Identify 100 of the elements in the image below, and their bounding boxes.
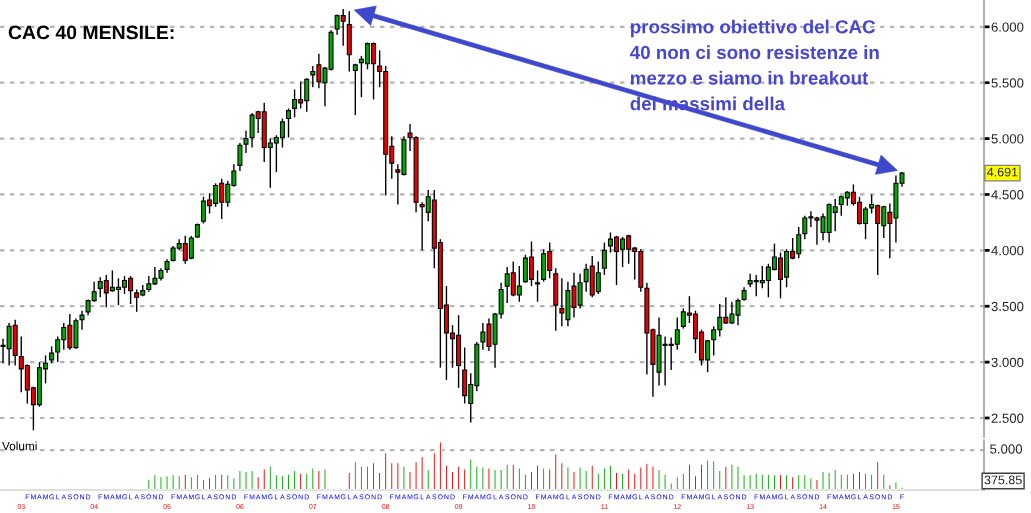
- bar: [596, 472, 601, 490]
- candlestick: [352, 63, 358, 116]
- bar: [262, 468, 267, 490]
- y-tick-label: 3.500: [991, 301, 1024, 312]
- bar: [590, 464, 595, 490]
- bar: [353, 460, 358, 490]
- bar: [517, 467, 522, 490]
- bar: [663, 473, 667, 490]
- bar: [900, 486, 904, 490]
- bar: [499, 468, 503, 490]
- bar: [742, 473, 746, 490]
- y-tick-label: 6.000: [991, 22, 1024, 32]
- bar: [238, 469, 242, 490]
- text: CAC 40 MENSILE:: [8, 25, 174, 40]
- bar: [304, 472, 309, 490]
- bar: [505, 463, 510, 490]
- bar: [165, 474, 169, 490]
- bar: [802, 473, 807, 490]
- y-tick-label: 4.000: [991, 245, 1024, 256]
- y-tick-label: 3.000: [991, 357, 1024, 368]
- bar: [815, 478, 819, 490]
- bar: [839, 473, 844, 490]
- bar: [754, 472, 759, 490]
- bar: [560, 461, 564, 490]
- bar: [572, 470, 576, 490]
- bar: [468, 458, 473, 490]
- bar: [493, 468, 497, 490]
- bar: [462, 468, 467, 490]
- y-tick-label: 5.500: [991, 78, 1024, 88]
- candlestick: [243, 130, 249, 154]
- bar: [833, 468, 838, 490]
- bar: [244, 470, 248, 490]
- bar: [420, 455, 424, 490]
- bar: [146, 478, 151, 490]
- text: 4.691: [987, 167, 1018, 177]
- bar: [760, 473, 765, 490]
- bar: [268, 465, 273, 490]
- bar: [888, 484, 892, 490]
- bar: [566, 466, 570, 490]
- bar: [171, 473, 175, 490]
- y-tick-label: 5.000: [991, 134, 1024, 144]
- bar: [487, 467, 491, 490]
- bar: [790, 475, 795, 490]
- bar: [396, 461, 400, 490]
- bar: [584, 469, 588, 490]
- bar: [347, 471, 352, 490]
- bar: [232, 476, 236, 490]
- candlestick: [237, 142, 243, 172]
- bar: [809, 476, 813, 490]
- bar: [875, 460, 880, 490]
- chart-title: Volumi: [2, 441, 37, 451]
- bar: [553, 452, 558, 490]
- bar: [626, 468, 631, 490]
- bar: [894, 481, 898, 490]
- y-tick-label: 2.500: [991, 413, 1024, 423]
- candlestick: [535, 269, 541, 303]
- candlestick: [601, 241, 607, 276]
- bar: [310, 467, 315, 490]
- candlestick: [286, 107, 292, 139]
- bar: [632, 472, 637, 490]
- bar: [681, 472, 686, 490]
- bar: [414, 460, 418, 490]
- bar: [845, 473, 850, 490]
- bar: [432, 451, 437, 490]
- bar: [657, 468, 661, 490]
- bar: [383, 451, 388, 490]
- bar: [724, 465, 728, 490]
- bar: [159, 475, 163, 490]
- bar: [183, 473, 188, 490]
- bar: [402, 465, 406, 490]
- bar: [730, 463, 734, 490]
- bar: [298, 472, 303, 490]
- bar: [645, 462, 649, 490]
- bar: [638, 466, 643, 490]
- bar: [881, 473, 886, 490]
- bar: [675, 475, 680, 490]
- y-tick-label: 4.500: [991, 190, 1024, 200]
- bar: [408, 470, 412, 490]
- bar: [821, 470, 825, 490]
- bar: [651, 465, 655, 490]
- bar: [481, 466, 485, 490]
- bar: [547, 468, 552, 490]
- bar: [711, 459, 716, 490]
- bar: [177, 474, 182, 490]
- bar: [474, 465, 479, 490]
- bar: [736, 465, 740, 490]
- bar: [578, 466, 582, 490]
- bar: [389, 461, 394, 490]
- bar: [511, 463, 516, 490]
- bar: [153, 473, 157, 490]
- bar: [717, 469, 722, 490]
- bar: [250, 469, 254, 490]
- bar: [225, 473, 230, 490]
- bar: [189, 475, 194, 490]
- bar: [256, 475, 260, 490]
- text: 375.85: [984, 475, 1022, 485]
- bar: [748, 473, 752, 490]
- bar: [796, 473, 801, 490]
- bar: [317, 469, 321, 490]
- bar: [827, 471, 831, 490]
